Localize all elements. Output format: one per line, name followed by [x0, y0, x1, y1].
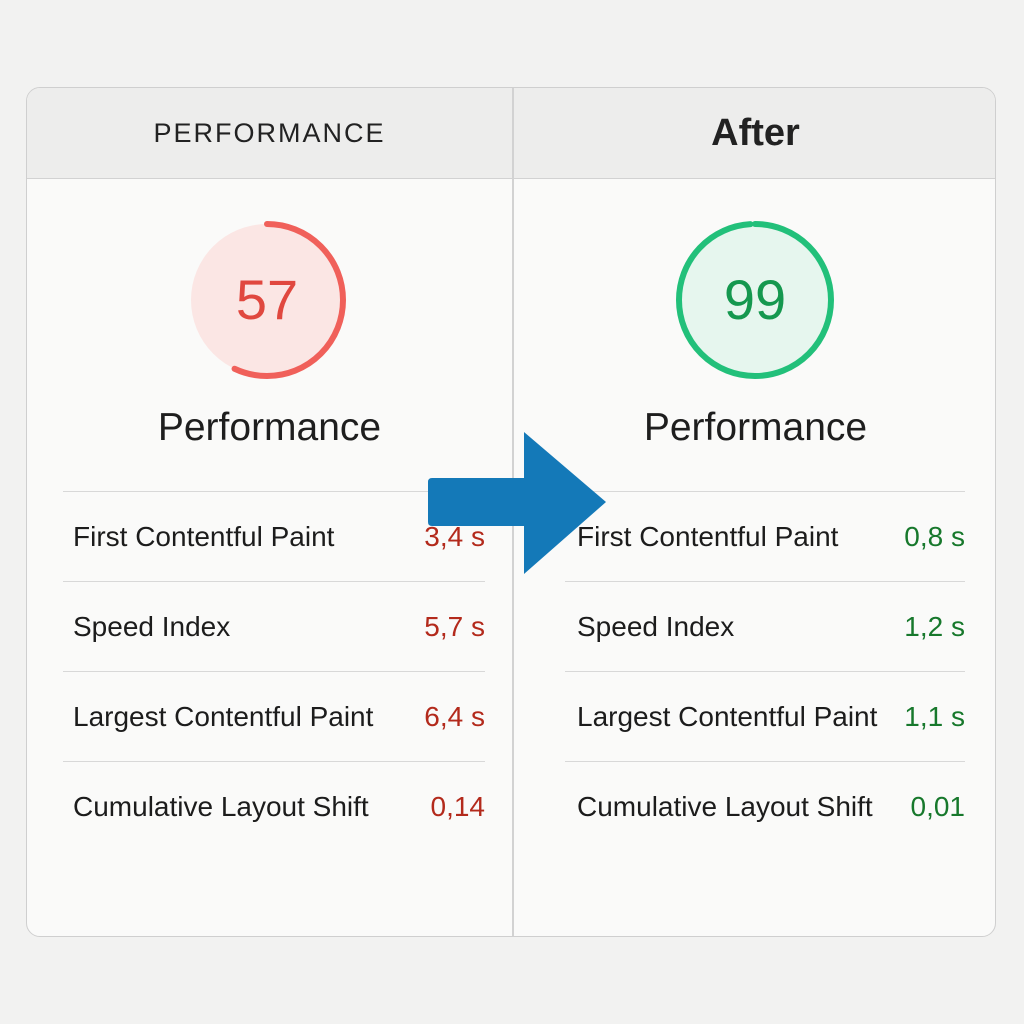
- after-heading: After: [711, 111, 800, 154]
- header-row: [27, 88, 995, 179]
- metric-name: Speed Index: [73, 610, 231, 642]
- after-gauge-fill: [679, 224, 831, 376]
- metric-row-speed-index: Speed Index 1,2 s: [565, 581, 965, 671]
- before-gauge-fill: [191, 224, 343, 376]
- after-gauge-arc: [676, 221, 834, 379]
- metric-row-cls: Cumulative Layout Shift 0,01: [565, 761, 965, 851]
- comparison-card: PERFORMANCE After 57 99 Performance Perf…: [26, 87, 996, 937]
- metric-name: Speed Index: [577, 610, 735, 642]
- metric-value: 0,8 s: [904, 520, 965, 552]
- metric-row-fcp: First Contentful Paint 3,4 s: [63, 491, 485, 581]
- arrow-shape: [428, 432, 606, 574]
- after-score-label: Performance: [643, 406, 868, 449]
- metric-name: Cumulative Layout Shift: [73, 790, 369, 822]
- before-gauge-arc: [188, 221, 346, 379]
- metric-row-lcp: Largest Contentful Paint 1,1 s: [565, 671, 965, 761]
- metric-row-cls: Cumulative Layout Shift 0,14: [63, 761, 485, 851]
- metric-value: 0,01: [910, 790, 966, 822]
- before-score-label: Performance: [157, 406, 382, 449]
- before-heading: PERFORMANCE: [153, 117, 386, 148]
- metric-row-speed-index: Speed Index 5,7 s: [63, 581, 485, 671]
- arrow-right-icon: [428, 432, 606, 574]
- metric-name: Cumulative Layout Shift: [577, 790, 873, 822]
- before-score-gauge: 57: [188, 221, 346, 379]
- metric-value: 1,2 s: [904, 610, 965, 642]
- metric-name: Largest Contentful Paint: [73, 700, 374, 732]
- before-score: 57: [236, 268, 298, 331]
- metric-value: 0,14: [430, 790, 486, 822]
- after-score-gauge: 99: [676, 221, 834, 379]
- after-score: 99: [724, 268, 786, 331]
- metric-value: 6,4 s: [424, 700, 485, 732]
- metric-row-lcp: Largest Contentful Paint 6,4 s: [63, 671, 485, 761]
- before-metrics-list: First Contentful Paint 3,4 s Speed Index…: [63, 491, 485, 851]
- metric-name: First Contentful Paint: [577, 520, 839, 552]
- metric-name: Largest Contentful Paint: [577, 700, 878, 732]
- metric-name: First Contentful Paint: [73, 520, 335, 552]
- metric-value: 1,1 s: [904, 700, 965, 732]
- after-metrics-list: First Contentful Paint 0,8 s Speed Index…: [565, 491, 965, 851]
- metric-row-fcp: First Contentful Paint 0,8 s: [565, 491, 965, 581]
- metric-value: 5,7 s: [424, 610, 485, 642]
